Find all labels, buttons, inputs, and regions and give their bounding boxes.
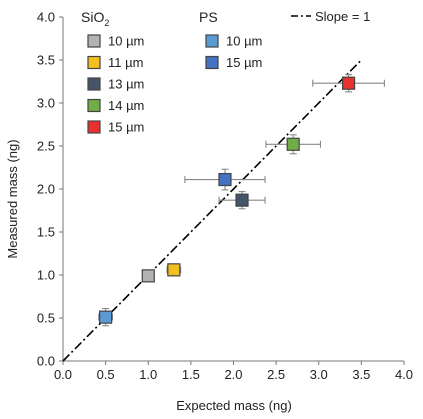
legend-entry-label: 11 µm — [108, 55, 143, 70]
legend-entry-label: 15 µm — [108, 120, 144, 135]
data-point — [341, 76, 356, 90]
legend-swatch — [87, 34, 101, 48]
legend-entry-label: 10 µm — [226, 34, 262, 49]
y-tick-label: 1.5 — [37, 225, 55, 240]
legend-swatch — [87, 120, 101, 134]
data-point — [286, 137, 300, 151]
data-point — [99, 310, 113, 324]
data-point — [218, 172, 232, 187]
y-tick-label: 3.0 — [37, 96, 55, 111]
x-tick-label: 1.5 — [182, 367, 200, 382]
axes: 0.0 0.5 1.0 1.5 2.0 2.5 3.0 3.5 4.0 0.0 0.5 1.0 1.5 2… — [37, 10, 413, 383]
y-tick-label: 1.0 — [37, 268, 55, 283]
data-point — [167, 263, 181, 277]
legend-entry-label: 13 µm — [108, 77, 144, 92]
data-point — [141, 269, 155, 283]
legend-entry-label: 14 µm — [108, 98, 144, 113]
y-axis-label: Measured mass (ng) — [5, 139, 20, 258]
x-tick-label: 2.0 — [224, 367, 242, 382]
data-points — [99, 76, 356, 324]
x-tick-label: 3.5 — [352, 367, 370, 382]
x-tick-label: 0.5 — [97, 367, 115, 382]
slope-line — [62, 59, 362, 362]
legend-swatch — [205, 34, 219, 48]
legend: SiO2 PS 10 µm 11 µm 13 µm 14 µm 15 µm 10 µm 15 µ… — [81, 9, 370, 135]
legend-swatch — [205, 55, 219, 70]
legend-slope-label: Slope = 1 — [315, 9, 370, 24]
legend-entry-label: 15 µm — [226, 55, 262, 70]
legend-swatch — [87, 55, 101, 70]
reference-line — [62, 59, 362, 362]
legend-entry-label: 10 µm — [108, 34, 144, 49]
y-tick-label: 0.5 — [37, 311, 55, 326]
x-tick-label: 0.0 — [54, 367, 72, 382]
y-tick-label: 3.5 — [37, 53, 55, 68]
legend-swatch — [87, 98, 101, 113]
x-axis-label: Expected mass (ng) — [176, 398, 292, 413]
x-tick-label: 1.0 — [139, 367, 157, 382]
y-tick-label: 4.0 — [37, 10, 55, 25]
x-tick-label: 2.5 — [267, 367, 285, 382]
y-tick-label: 2.5 — [37, 139, 55, 154]
data-point — [235, 193, 249, 207]
legend-swatch — [87, 77, 101, 91]
legend-group-header: SiO2 — [81, 9, 109, 28]
legend-group-header: PS — [199, 9, 218, 25]
y-tick-label: 0.0 — [37, 354, 55, 369]
x-tick-label: 4.0 — [395, 367, 413, 382]
x-tick-label: 3.0 — [310, 367, 328, 382]
y-tick-label: 2.0 — [37, 182, 55, 197]
